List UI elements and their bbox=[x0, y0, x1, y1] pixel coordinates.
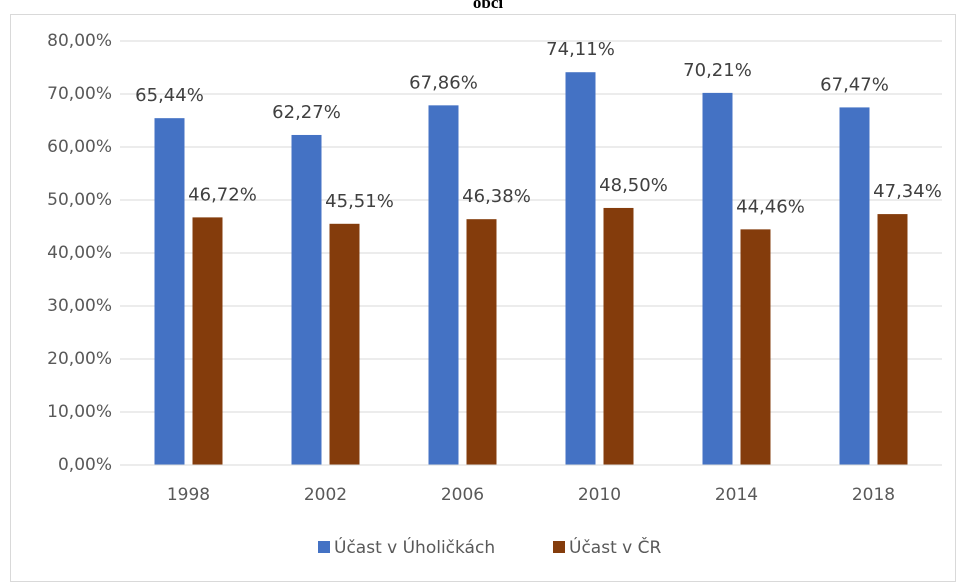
y-tick-label: 80,00% bbox=[47, 31, 112, 51]
value-label: 46,38% bbox=[462, 186, 531, 207]
value-label: 46,72% bbox=[188, 184, 257, 205]
y-tick-label: 30,00% bbox=[47, 296, 112, 316]
x-tick-label: 2018 bbox=[852, 485, 895, 505]
value-label: 62,27% bbox=[272, 102, 341, 123]
value-label: 67,47% bbox=[820, 74, 889, 95]
bar bbox=[702, 92, 733, 466]
value-label: 48,50% bbox=[599, 175, 668, 196]
legend-swatch bbox=[553, 541, 565, 553]
bar bbox=[603, 207, 634, 465]
bar bbox=[740, 229, 771, 465]
x-tick-label: 2014 bbox=[715, 485, 758, 505]
x-tick-label: 2002 bbox=[304, 485, 347, 505]
x-tick-label: 2010 bbox=[578, 485, 621, 505]
legend-label: Účast v Úholičkách bbox=[334, 536, 495, 558]
y-tick-label: 20,00% bbox=[47, 349, 112, 369]
bar bbox=[154, 118, 185, 465]
value-label: 70,21% bbox=[683, 60, 752, 81]
y-tick-label: 40,00% bbox=[47, 243, 112, 263]
value-label: 74,11% bbox=[546, 39, 615, 60]
chart-title: obcí bbox=[473, 0, 504, 12]
y-tick-label: 10,00% bbox=[47, 402, 112, 422]
value-label: 45,51% bbox=[325, 191, 394, 212]
bar bbox=[565, 72, 596, 465]
bar bbox=[428, 105, 459, 465]
value-label: 67,86% bbox=[409, 72, 478, 93]
bar bbox=[877, 214, 908, 465]
y-tick-label: 50,00% bbox=[47, 190, 112, 210]
value-label: 44,46% bbox=[736, 196, 805, 217]
value-label: 65,44% bbox=[135, 85, 204, 106]
x-tick-label: 1998 bbox=[167, 485, 210, 505]
legend-swatch bbox=[318, 541, 330, 553]
y-tick-label: 0,00% bbox=[58, 455, 112, 475]
y-tick-label: 70,00% bbox=[47, 84, 112, 104]
bar bbox=[839, 107, 870, 465]
y-tick-label: 60,00% bbox=[47, 137, 112, 157]
bar bbox=[192, 217, 223, 465]
bar bbox=[291, 134, 322, 465]
value-label: 47,34% bbox=[873, 181, 942, 202]
bar bbox=[329, 223, 360, 465]
bar bbox=[466, 219, 497, 465]
legend-label: Účast v ČR bbox=[569, 536, 661, 558]
x-tick-label: 2006 bbox=[441, 485, 484, 505]
